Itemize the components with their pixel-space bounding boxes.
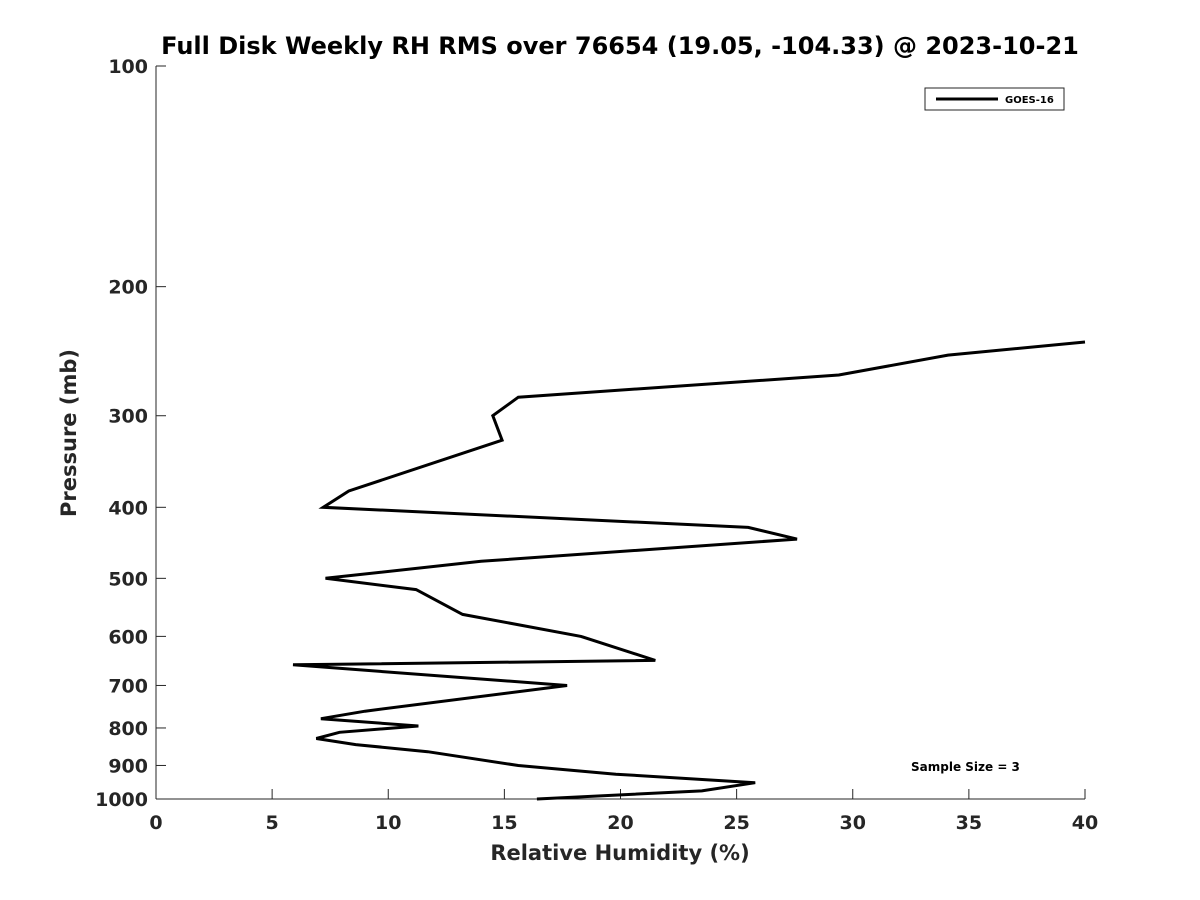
chart-title: Full Disk Weekly RH RMS over 76654 (19.0…	[161, 32, 1079, 60]
sample-size-annotation: Sample Size = 3	[911, 760, 1020, 774]
y-tick-label: 600	[108, 626, 148, 648]
x-tick-label: 20	[607, 812, 633, 834]
x-tick-label: 40	[1072, 812, 1098, 834]
y-tick-label: 300	[108, 406, 148, 428]
x-tick-label: 35	[956, 812, 982, 834]
axes	[155, 66, 1085, 800]
series-line-goes-16	[292, 340, 1086, 801]
x-tick-label: 15	[491, 812, 517, 834]
x-tick-label: 10	[375, 812, 401, 834]
y-tick-label: 200	[108, 277, 148, 299]
y-tick-label: 100	[108, 56, 148, 78]
y-tick-label: 500	[108, 568, 148, 590]
x-axis-label: Relative Humidity (%)	[490, 841, 749, 865]
ticks: 0 5 10 15 20 25 30 35 40 100 200 300 400 500 600 700 800…	[95, 56, 1098, 834]
legend: GOES-16	[924, 87, 1065, 111]
y-tick-label: 900	[108, 755, 148, 777]
series	[292, 340, 1086, 801]
x-tick-label: 25	[723, 812, 749, 834]
y-tick-label: 700	[108, 675, 148, 697]
y-tick-label: 400	[108, 497, 148, 519]
y-axis-label: Pressure (mb)	[57, 349, 81, 517]
y-tick-label: 1000	[95, 789, 148, 811]
x-tick-label: 5	[266, 812, 279, 834]
x-tick-label: 30	[840, 812, 866, 834]
x-tick-label: 0	[149, 812, 162, 834]
y-tick-label: 800	[108, 718, 148, 740]
legend-label: GOES-16	[1005, 95, 1054, 106]
